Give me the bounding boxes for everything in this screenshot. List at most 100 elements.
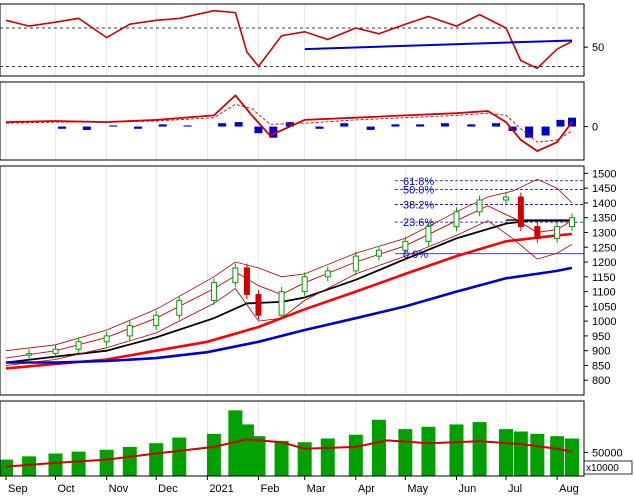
volume-bar xyxy=(206,433,221,476)
candle-up xyxy=(26,353,33,356)
price-ma-longest-line xyxy=(6,266,573,364)
x-tick-label: Sep xyxy=(8,483,28,495)
volume-bar xyxy=(48,453,63,476)
x-tick-label: Jun xyxy=(458,483,476,495)
macd-histogram-bar xyxy=(254,126,263,134)
x-tick-label: Apr xyxy=(358,483,375,495)
price-bb-lower-line xyxy=(5,220,573,366)
y-tick-label: 1400 xyxy=(592,198,616,210)
volume-ma-line xyxy=(5,438,573,468)
y-tick-label: 1150 xyxy=(592,272,616,284)
volume-unit-label: x10000 xyxy=(586,463,619,474)
panel-frame-volume xyxy=(0,400,585,477)
volume-bar xyxy=(513,431,528,476)
panel-frame-macd xyxy=(0,81,585,161)
macd-signal-line xyxy=(5,103,573,143)
candle-up xyxy=(402,240,409,251)
macd-histogram-bar xyxy=(366,126,375,130)
candle-down xyxy=(517,196,524,228)
rsi-trend-line xyxy=(304,39,573,51)
candle-up xyxy=(352,255,359,272)
candle-up xyxy=(453,211,460,228)
candle-up xyxy=(301,276,308,293)
volume-bar xyxy=(71,451,86,476)
candle-up xyxy=(75,341,82,350)
volume-bar xyxy=(251,436,266,476)
macd-histogram-bar xyxy=(467,124,476,127)
x-tick-label: 2021 xyxy=(209,483,233,495)
y-tick-label: 1500 xyxy=(592,168,616,180)
x-tick-label: Nov xyxy=(109,483,129,495)
x-tick-label: Dec xyxy=(158,483,178,495)
macd-histogram-bar xyxy=(269,126,278,138)
macd-histogram-bar xyxy=(340,123,349,127)
volume-bar xyxy=(122,446,137,476)
volume-bar xyxy=(99,449,114,476)
volume-bar xyxy=(530,433,545,476)
volume-bar xyxy=(421,426,436,476)
y-tick-label: 50 xyxy=(592,42,604,54)
volume-bar xyxy=(498,429,513,476)
x-tick-label: May xyxy=(407,483,428,495)
fibonacci-level-label: 23.6% xyxy=(403,217,434,229)
macd-histogram-bar xyxy=(525,126,534,138)
volume-bar xyxy=(550,436,565,476)
volume-bar xyxy=(239,424,254,476)
candle-up xyxy=(153,314,160,327)
macd-histogram-bar xyxy=(158,124,167,127)
volume-bar xyxy=(348,434,363,476)
candle-up xyxy=(569,217,575,228)
candle-down xyxy=(243,267,250,296)
candle-down xyxy=(534,226,541,239)
x-tick-label: Mar xyxy=(307,483,326,495)
y-tick-label: 1250 xyxy=(592,242,616,254)
y-tick-label: 1100 xyxy=(592,287,616,299)
y-tick-label: 850 xyxy=(592,360,610,372)
rsi-rsi-line xyxy=(5,9,573,70)
macd-histogram-bar xyxy=(134,126,143,129)
volume-bar xyxy=(472,422,487,476)
x-tick-label: Oct xyxy=(58,483,75,495)
candle-up xyxy=(554,226,561,239)
y-tick-label: 950 xyxy=(592,331,610,343)
y-tick-label: 900 xyxy=(592,346,610,358)
macd-line xyxy=(5,94,573,153)
candle-up xyxy=(278,291,285,316)
macd-histogram-bar xyxy=(391,124,400,127)
candle-up xyxy=(375,249,382,257)
volume-bar xyxy=(228,410,243,476)
panel-frame-price xyxy=(0,165,585,396)
macd-histogram-bar xyxy=(183,125,192,127)
macd-histogram-bar xyxy=(541,126,550,136)
macd-histogram-bar xyxy=(58,126,67,129)
volume-bar xyxy=(274,440,289,476)
candle-up xyxy=(52,348,59,355)
fibonacci-level-label: 50.0% xyxy=(403,185,434,197)
volume-bar xyxy=(0,459,13,476)
candle-up xyxy=(210,282,217,301)
candle-up xyxy=(232,267,239,284)
y-tick-label: 1350 xyxy=(592,213,616,225)
candle-up xyxy=(103,335,110,343)
candle-down xyxy=(255,294,262,316)
volume-bar xyxy=(172,437,187,476)
volume-bar xyxy=(449,424,464,476)
price-ma-long-line xyxy=(5,232,573,370)
macd-histogram-bar xyxy=(109,125,118,127)
panel-frame-rsi xyxy=(0,3,585,77)
y-tick-label: 50000 xyxy=(592,448,623,460)
macd-histogram-bar xyxy=(315,126,324,129)
macd-histogram-bar xyxy=(285,122,294,127)
y-tick-label: 1300 xyxy=(592,227,616,239)
fibonacci-level-label: 0.0% xyxy=(403,249,428,261)
y-tick-label: 1450 xyxy=(592,183,616,195)
volume-unit-box xyxy=(583,460,633,475)
candle-up xyxy=(126,325,133,337)
volume-bar xyxy=(320,438,335,476)
y-tick-label: 0 xyxy=(592,122,598,134)
y-tick-label: 1050 xyxy=(592,301,616,313)
y-tick-label: 800 xyxy=(592,375,610,387)
y-tick-label: 1200 xyxy=(592,257,616,269)
